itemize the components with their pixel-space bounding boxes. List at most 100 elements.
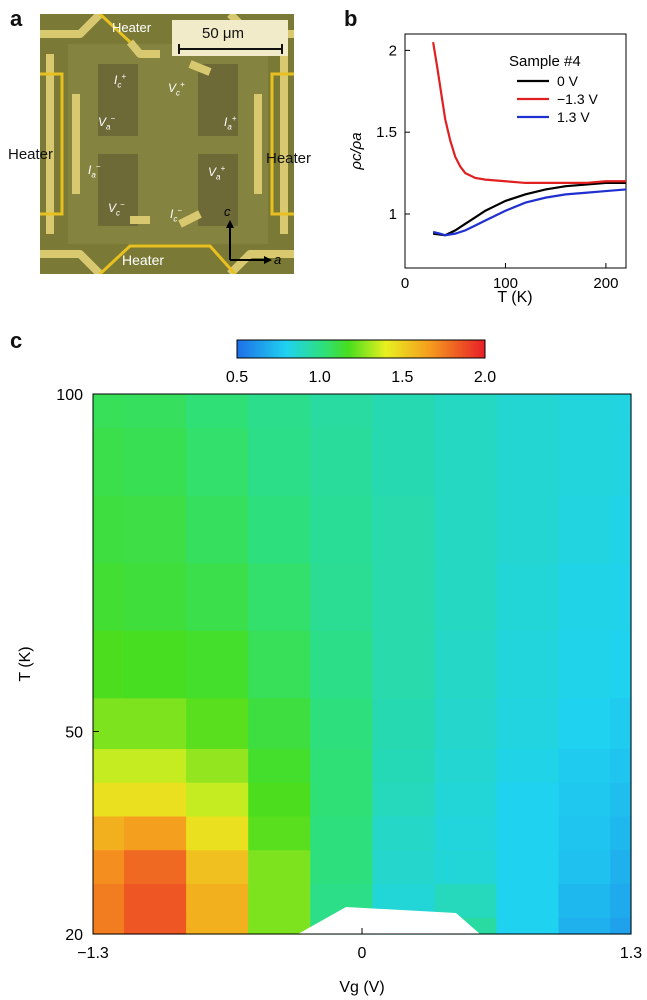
heatmap-cell <box>248 427 311 496</box>
y-tick-label: 1.5 <box>376 124 397 141</box>
heatmap-cell <box>93 697 125 749</box>
heatmap-cell <box>610 394 632 429</box>
electrode-sub: a <box>91 170 96 180</box>
heatmap-cell <box>248 917 311 935</box>
electrode-base: I <box>114 73 118 87</box>
heatmap-cell <box>310 849 373 884</box>
y-tick-label: 50 <box>65 725 83 742</box>
heatmap-cell <box>372 782 436 817</box>
heatmap-cell <box>124 815 187 851</box>
panel-letter-b: b <box>344 6 358 31</box>
heatmap-cell <box>610 748 632 783</box>
colorbar <box>236 339 486 359</box>
electrode-sup: + <box>231 114 237 123</box>
resistivity-ratio-chart: 0 100 200 1 1.5 2 ρc/ρa T (K) Sample #4 0 V −1… <box>348 33 627 306</box>
electrode-label: Vc− <box>108 200 125 217</box>
heatmap-cell <box>186 815 249 851</box>
electrode-label: Vc+ <box>168 80 185 97</box>
heatmap-cell <box>372 495 436 564</box>
heatmap-cell <box>124 394 187 429</box>
electrode-label: Va− <box>98 114 115 131</box>
heatmap-cell <box>93 495 125 564</box>
heatmap-cell <box>434 394 498 429</box>
electrode-label: Ic− <box>170 206 182 223</box>
x-axis-label: T (K) <box>497 289 532 306</box>
heatmap-cell <box>372 427 436 496</box>
heatmap-cell <box>496 815 560 851</box>
heatmap-cell <box>434 427 498 496</box>
series-line <box>432 42 626 185</box>
colorbar-tick-label: 0.5 <box>226 369 248 386</box>
heatmap-cell <box>93 782 125 817</box>
legend-entry: −1.3 V <box>557 91 599 107</box>
colorbar-tick-label: 1.5 <box>391 369 413 386</box>
heatmap-cell <box>124 782 187 817</box>
x-tick-label: 200 <box>593 275 618 292</box>
heatmap-cell <box>93 630 125 699</box>
heatmap-cell <box>558 495 611 564</box>
heatmap-cell <box>124 495 187 564</box>
heatmap-cell <box>124 427 187 496</box>
y-tick-label: 20 <box>65 927 83 944</box>
heatmap-cell <box>310 562 373 631</box>
x-tick-label: 100 <box>493 275 518 292</box>
x-tick-label: −1.3 <box>77 945 109 962</box>
heatmap-cell <box>558 697 611 749</box>
heatmap-cell <box>310 427 373 496</box>
heater-label-right: Heater <box>266 150 312 167</box>
colorbar-tick-label: 2.0 <box>474 369 496 386</box>
heater-label-top: Heater <box>112 20 152 35</box>
x-tick-label: 0 <box>401 275 409 292</box>
y-axis-label: T (K) <box>17 646 34 681</box>
y-tick-label: 100 <box>56 387 83 404</box>
heatmap-chart: 0.5 1.0 1.5 2.0 −1.3 0 1.3 20 50 100 T (K) Vg (V… <box>17 339 642 996</box>
heatmap-cell <box>372 815 436 851</box>
heatmap-cell <box>186 697 249 749</box>
heatmap-cell <box>434 495 498 564</box>
heatmap-cell <box>310 782 373 817</box>
electrode-sup: + <box>180 80 185 89</box>
heatmap-cell <box>610 562 632 631</box>
electrode-sub: c <box>173 214 178 224</box>
y-tick-label: 1 <box>389 206 397 223</box>
heatmap-cell <box>558 427 611 496</box>
x-axis-label: Vg (V) <box>339 979 384 996</box>
heatmap-cell <box>124 883 187 918</box>
electrode-label: Ia+ <box>224 114 236 131</box>
heatmap-cell <box>434 849 498 884</box>
electrode-label: Ia− <box>88 162 100 179</box>
heatmap-cell <box>248 748 311 783</box>
heatmap-cell <box>93 394 125 429</box>
heatmap-cell <box>496 917 560 935</box>
heatmap-cell <box>610 697 632 749</box>
heatmap-cell <box>186 883 249 918</box>
heatmap-cell <box>124 562 187 631</box>
axis-c-label: c <box>224 204 231 219</box>
heatmap-cell <box>186 394 249 429</box>
heatmap-cell <box>434 562 498 631</box>
heatmap-cell <box>248 697 311 749</box>
scale-bar-label: 50 μm <box>202 25 244 42</box>
heatmap-cell <box>496 782 560 817</box>
heatmap-cell <box>186 427 249 496</box>
heatmap-cell <box>496 427 560 496</box>
legend-entry: 1.3 V <box>557 109 590 125</box>
heatmap-cell <box>558 849 611 884</box>
heatmap-cell <box>248 495 311 564</box>
heatmap-cell <box>124 697 187 749</box>
heatmap-cell <box>186 917 249 935</box>
heatmap-cell <box>248 849 311 884</box>
axis-a-label: a <box>274 252 282 267</box>
heatmap-cell <box>310 495 373 564</box>
heatmap-cell <box>124 748 187 783</box>
electrode-sup: − <box>95 162 101 171</box>
heatmap-cell <box>496 562 560 631</box>
heatmap-cell <box>124 630 187 699</box>
heatmap-cell <box>496 748 560 783</box>
heatmap-cell <box>248 562 311 631</box>
electrode-sup: − <box>177 206 183 215</box>
device-micrograph: Heater Heater Ic+ Vc+ Va− Ia+ Ia− Va+ Vc… <box>40 14 294 274</box>
heatmap-cell <box>310 748 373 783</box>
electrode-base: I <box>170 207 174 221</box>
heatmap-cell <box>558 815 611 851</box>
